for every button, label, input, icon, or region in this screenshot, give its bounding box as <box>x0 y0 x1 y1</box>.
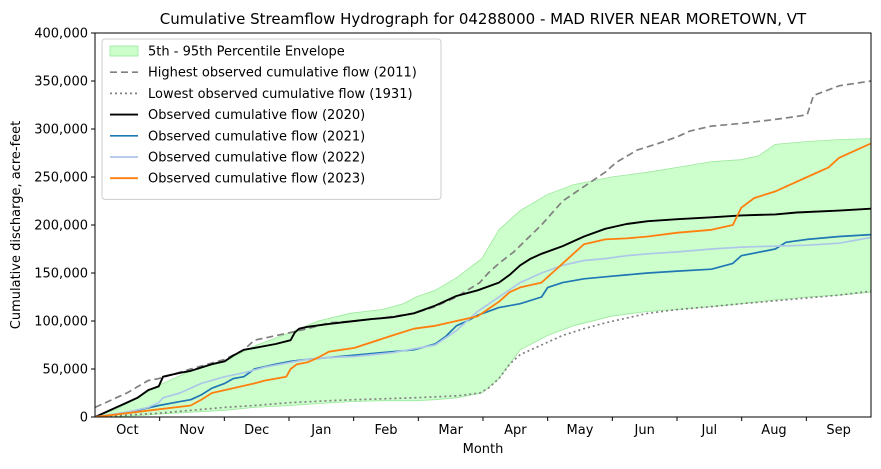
y-tick-label: 400,000 <box>34 27 88 42</box>
legend-item: Lowest observed cumulative flow (1931) <box>110 87 413 102</box>
legend-item: Observed cumulative flow (2022) <box>110 151 365 166</box>
legend-label: Observed cumulative flow (2022) <box>148 151 365 166</box>
legend-label: Observed cumulative flow (2020) <box>148 108 365 123</box>
x-tick-label: Feb <box>374 423 397 438</box>
legend-item: Highest observed cumulative flow (2011) <box>110 66 417 81</box>
x-tick-label: Aug <box>761 423 786 438</box>
legend-item: Observed cumulative flow (2023) <box>110 172 365 187</box>
legend-swatch <box>109 45 139 57</box>
legend: 5th - 95th Percentile Envelope Highest ob… <box>101 38 442 200</box>
legend-label: Observed cumulative flow (2023) <box>148 172 365 187</box>
y-tick-label: 150,000 <box>34 267 88 282</box>
legend-item: Observed cumulative flow (2020) <box>110 108 365 123</box>
x-tick-label: Apr <box>504 423 527 438</box>
y-axis-label: Cumulative discharge, acre-feet <box>9 121 24 329</box>
x-tick-label: May <box>567 423 594 438</box>
plot-area <box>95 80 871 417</box>
axes: 0 50,000 100,000 150,000 200,000 250,000 300,0… <box>34 27 872 438</box>
y-tick-label: 0 <box>80 411 88 426</box>
legend-label: 5th - 95th Percentile Envelope <box>148 45 345 60</box>
legend-label: Observed cumulative flow (2021) <box>148 129 365 144</box>
y-tick-label: 300,000 <box>34 123 88 138</box>
series-line-observed-cumulative-flow-2022 <box>95 236 871 417</box>
y-tick-label: 250,000 <box>34 171 88 186</box>
series-line-observed-cumulative-flow-2020 <box>95 207 871 417</box>
legend-item: Observed cumulative flow (2021) <box>110 129 365 144</box>
y-tick-label: 100,000 <box>34 315 88 330</box>
legend-label: Highest observed cumulative flow (2011) <box>148 66 417 81</box>
percentile-envelope-area <box>95 138 871 417</box>
x-axis-label: Month <box>463 442 504 457</box>
series-line-observed-cumulative-flow-2023 <box>95 142 871 417</box>
chart-title: Cumulative Streamflow Hydrograph for 042… <box>160 10 807 28</box>
x-tick-label: Dec <box>244 423 269 438</box>
x-tick-label: Oct <box>116 423 138 438</box>
series-line-lowest-observed-cumulative-flow-1931 <box>95 290 871 417</box>
x-tick-label: Sep <box>826 423 851 438</box>
series-line-observed-cumulative-flow-2021 <box>95 233 871 417</box>
legend-label: Lowest observed cumulative flow (1931) <box>148 87 413 102</box>
y-tick-label: 350,000 <box>34 75 88 90</box>
legend-box <box>101 38 442 200</box>
y-tick-label: 200,000 <box>34 219 88 234</box>
legend-item: 5th - 95th Percentile Envelope <box>109 45 345 60</box>
y-tick-label: 50,000 <box>43 363 89 378</box>
x-tick-label: Nov <box>179 423 205 438</box>
x-tick-label: Jun <box>634 423 655 438</box>
x-tick-label: Jan <box>310 423 331 438</box>
x-tick-label: Jul <box>700 423 717 438</box>
x-tick-label: Mar <box>438 423 463 438</box>
